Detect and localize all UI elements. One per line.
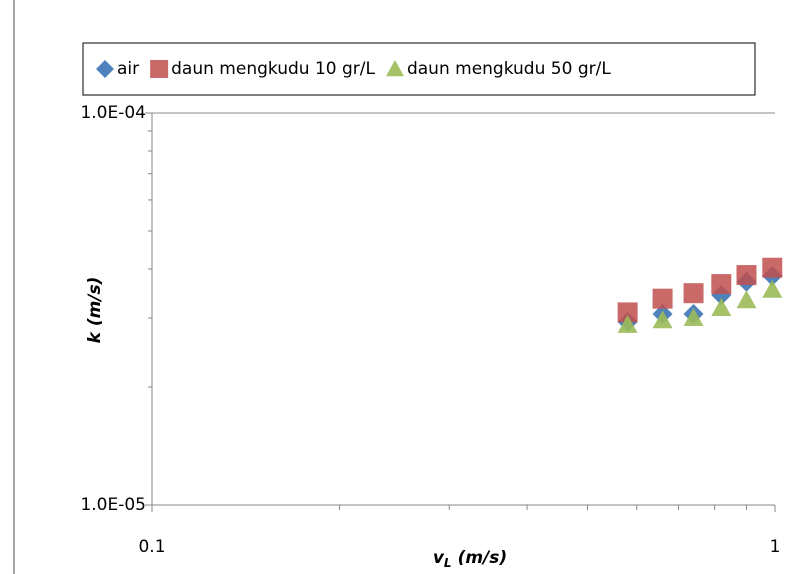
chart: k (m/s) vL(m/s) 1.0E-051.0E-040.11airdau…	[0, 0, 791, 574]
legend-label: daun mengkudu 50 gr/L	[407, 59, 611, 79]
point	[736, 265, 756, 285]
x-tick-label: 1	[770, 537, 781, 557]
point	[762, 280, 782, 298]
point	[711, 274, 731, 294]
y-tick-label: 1.0E-05	[80, 495, 146, 515]
x-axis-label-unit: (m/s)	[458, 548, 508, 568]
legend-marker	[150, 60, 168, 78]
point	[711, 298, 731, 316]
point	[653, 289, 673, 309]
legend-label: daun mengkudu 10 gr/L	[171, 59, 375, 79]
point	[684, 283, 704, 303]
point	[762, 258, 782, 278]
point	[736, 290, 756, 308]
x-tick-label: 0.1	[138, 537, 165, 557]
y-axis-label: k (m/s)	[85, 277, 105, 344]
y-tick-label: 1.0E-04	[80, 103, 146, 123]
x-axis-label: vL(m/s)	[433, 548, 507, 570]
legend-label: air	[117, 59, 139, 79]
x-axis-label-sub: L	[444, 556, 452, 570]
